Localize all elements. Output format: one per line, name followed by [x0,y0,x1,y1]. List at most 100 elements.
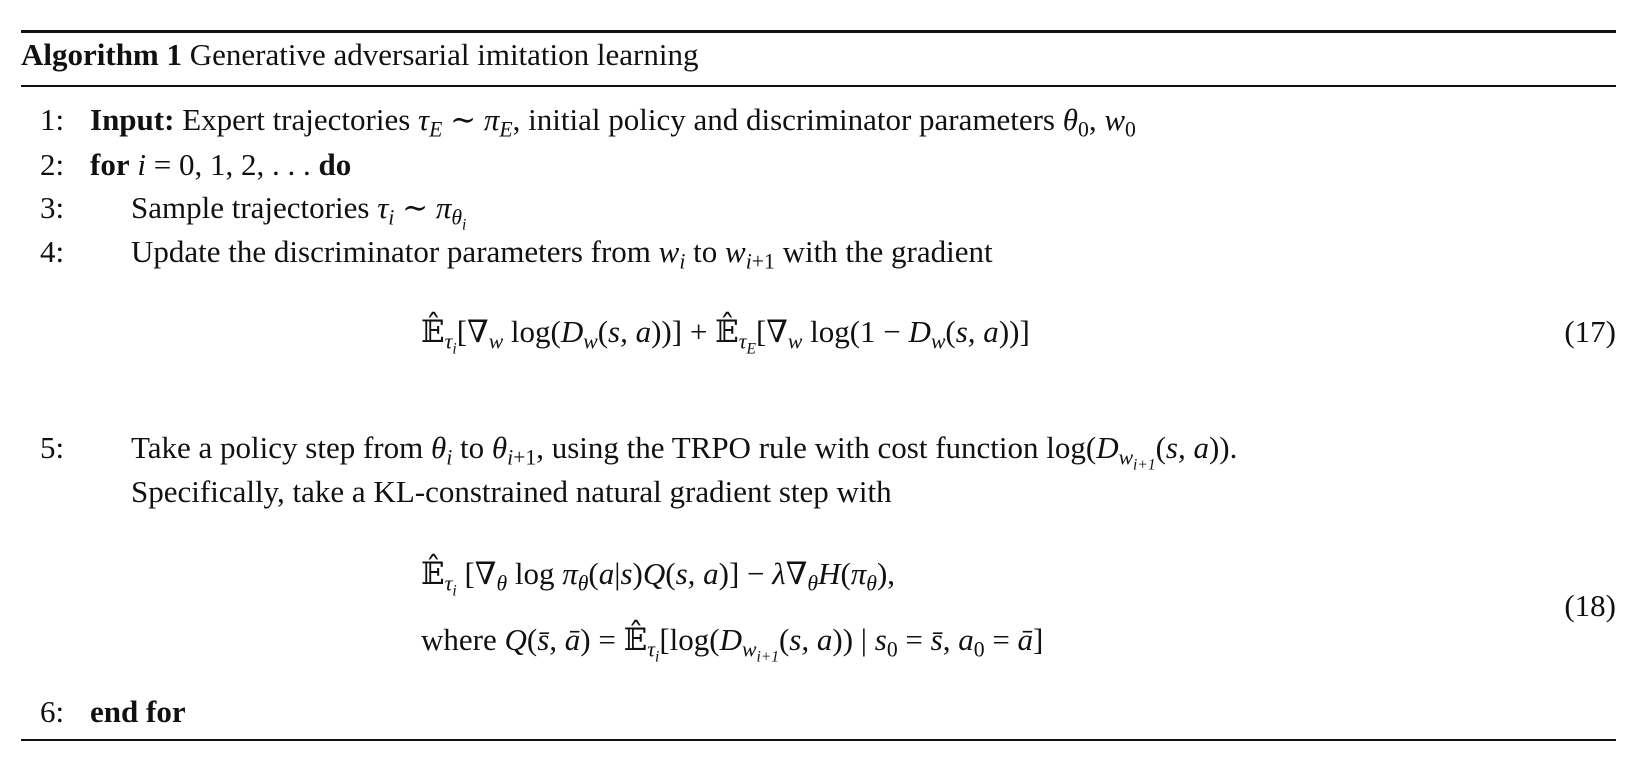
math-text: i [388,205,395,230]
math-text: ( [526,622,538,657]
math-text: λ [772,556,786,591]
math-text: s, a [608,314,652,349]
math-text: 𝔼̂ [421,314,445,349]
math-text: +1 [751,249,775,274]
math-text: , [942,622,959,657]
equation: 𝔼̂τi[∇w log(Dw(s, a))] + 𝔼̂τE[∇w log(1 −… [421,314,1030,368]
math-text: θ [451,205,462,230]
math-text: 𝔼̂ [715,314,739,349]
math-text: s [620,556,633,591]
math-text: τ [418,102,430,137]
math-text: | [614,556,621,591]
math-text: ∼ [394,190,436,225]
math-text: Q [504,622,527,657]
math-text: [∇ [456,556,497,591]
math-text: w [930,329,946,354]
math-text: D [719,622,742,657]
math-text: 0 [886,637,898,662]
math-text: +1 [513,445,537,470]
math-text: 𝔼̂ [623,622,648,657]
math-text: ∇ [785,556,808,591]
math-text: i [452,582,457,600]
math-text: ( [588,556,599,591]
math-text: i [446,445,453,470]
math-text: i [452,340,457,358]
math-text: 0 [1125,117,1136,142]
math-text: π [850,556,867,591]
math-text: ))] [998,314,1030,349]
math-text: θ [430,430,447,465]
math-text: ∼ [442,102,484,137]
math-text: ) = [580,622,624,657]
math-text: θ [866,571,877,596]
math-text: E [499,117,513,142]
math-text: i+1 [1133,456,1156,474]
math-text: s, a [789,622,833,657]
step-text: end for [90,694,186,730]
math-text: D [1096,430,1119,465]
math-text: H [818,556,841,591]
math-text: s̄ [930,622,943,657]
math-text: w [488,329,504,354]
math-text: [log( [659,622,720,657]
math-text: θ [807,571,819,596]
math-text: 0 [1077,117,1089,142]
math-text: i+1 [756,648,779,666]
step-text: Sample trajectories τi ∼ πθi [131,190,466,244]
math-text: = [984,622,1018,657]
step-text: for i = 0, 1, 2, . . . do [90,147,351,183]
math-text: )) | [832,622,875,657]
math-text: 0 [973,637,985,662]
math-text: w [658,234,680,269]
math-text: s [874,622,887,657]
math-text: s, a [955,314,999,349]
math-text: , [1088,102,1105,137]
step-number: 2: [40,147,65,182]
math-text: ) [632,556,643,591]
step-number: 5: [40,430,65,465]
math-text: [∇ [755,314,788,349]
math-text: )] − [718,556,773,591]
caption-rule [21,85,1616,87]
math-text: τ [647,637,655,662]
math-text: D [560,314,584,349]
math-text: , initial policy and discriminator param… [512,102,1063,137]
math-text: ] [1033,622,1044,657]
math-text: i [655,648,660,666]
step-number: 1: [40,102,65,137]
math-text: w [787,329,803,354]
keyword: end for [90,694,186,729]
math-text: a [958,622,974,657]
math-text: i [679,249,686,274]
math-text: τ [444,329,453,354]
bottom-rule [21,739,1616,741]
math-text: π [562,556,578,591]
math-text: ( [840,556,851,591]
math-text: = [897,622,931,657]
math-text: w [583,329,598,354]
math-text: ( [597,314,609,349]
math-text: w [1104,102,1126,137]
algorithm-label: Algorithm 1 [21,37,183,72]
math-text: s, a [675,556,719,591]
keyword: for [90,147,130,182]
math-text: with the gradient [774,234,993,269]
step-number: 6: [40,694,65,729]
math-text: where [421,622,505,657]
equation-number: (18) [1564,588,1616,623]
math-text: Take a policy step from [131,430,431,465]
math-text: π [483,102,500,137]
equation-number: (17) [1564,314,1616,349]
math-text: θ [577,571,589,596]
math-text: i [745,249,752,274]
math-text: ā [1017,622,1034,657]
keyword: Input: [90,102,175,137]
math-text: , using the TRPO rule with cost function… [536,430,1097,465]
step-text: Take a policy step from θi to θi+1, usin… [131,430,1237,484]
equation: where Q(s̄, ā) = 𝔼̂τi[log(Dwi+1(s, a)) |… [421,622,1043,676]
math-text: i [507,445,514,470]
math-text: θ [496,571,508,596]
math-text: s, a [1165,430,1209,465]
step-text: Input: Expert trajectories τE ∼ πE, init… [90,102,1136,148]
math-text: θ [491,430,508,465]
